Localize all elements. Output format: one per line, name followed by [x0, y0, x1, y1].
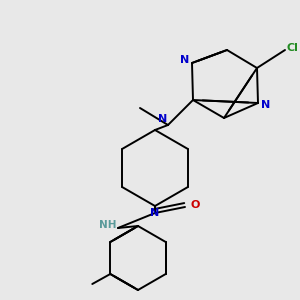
Text: NH: NH [99, 220, 117, 230]
Text: N: N [180, 55, 190, 65]
Text: N: N [158, 114, 168, 124]
Text: N: N [261, 100, 271, 110]
Text: Cl: Cl [286, 43, 298, 53]
Text: N: N [150, 208, 160, 218]
Text: O: O [190, 200, 200, 210]
